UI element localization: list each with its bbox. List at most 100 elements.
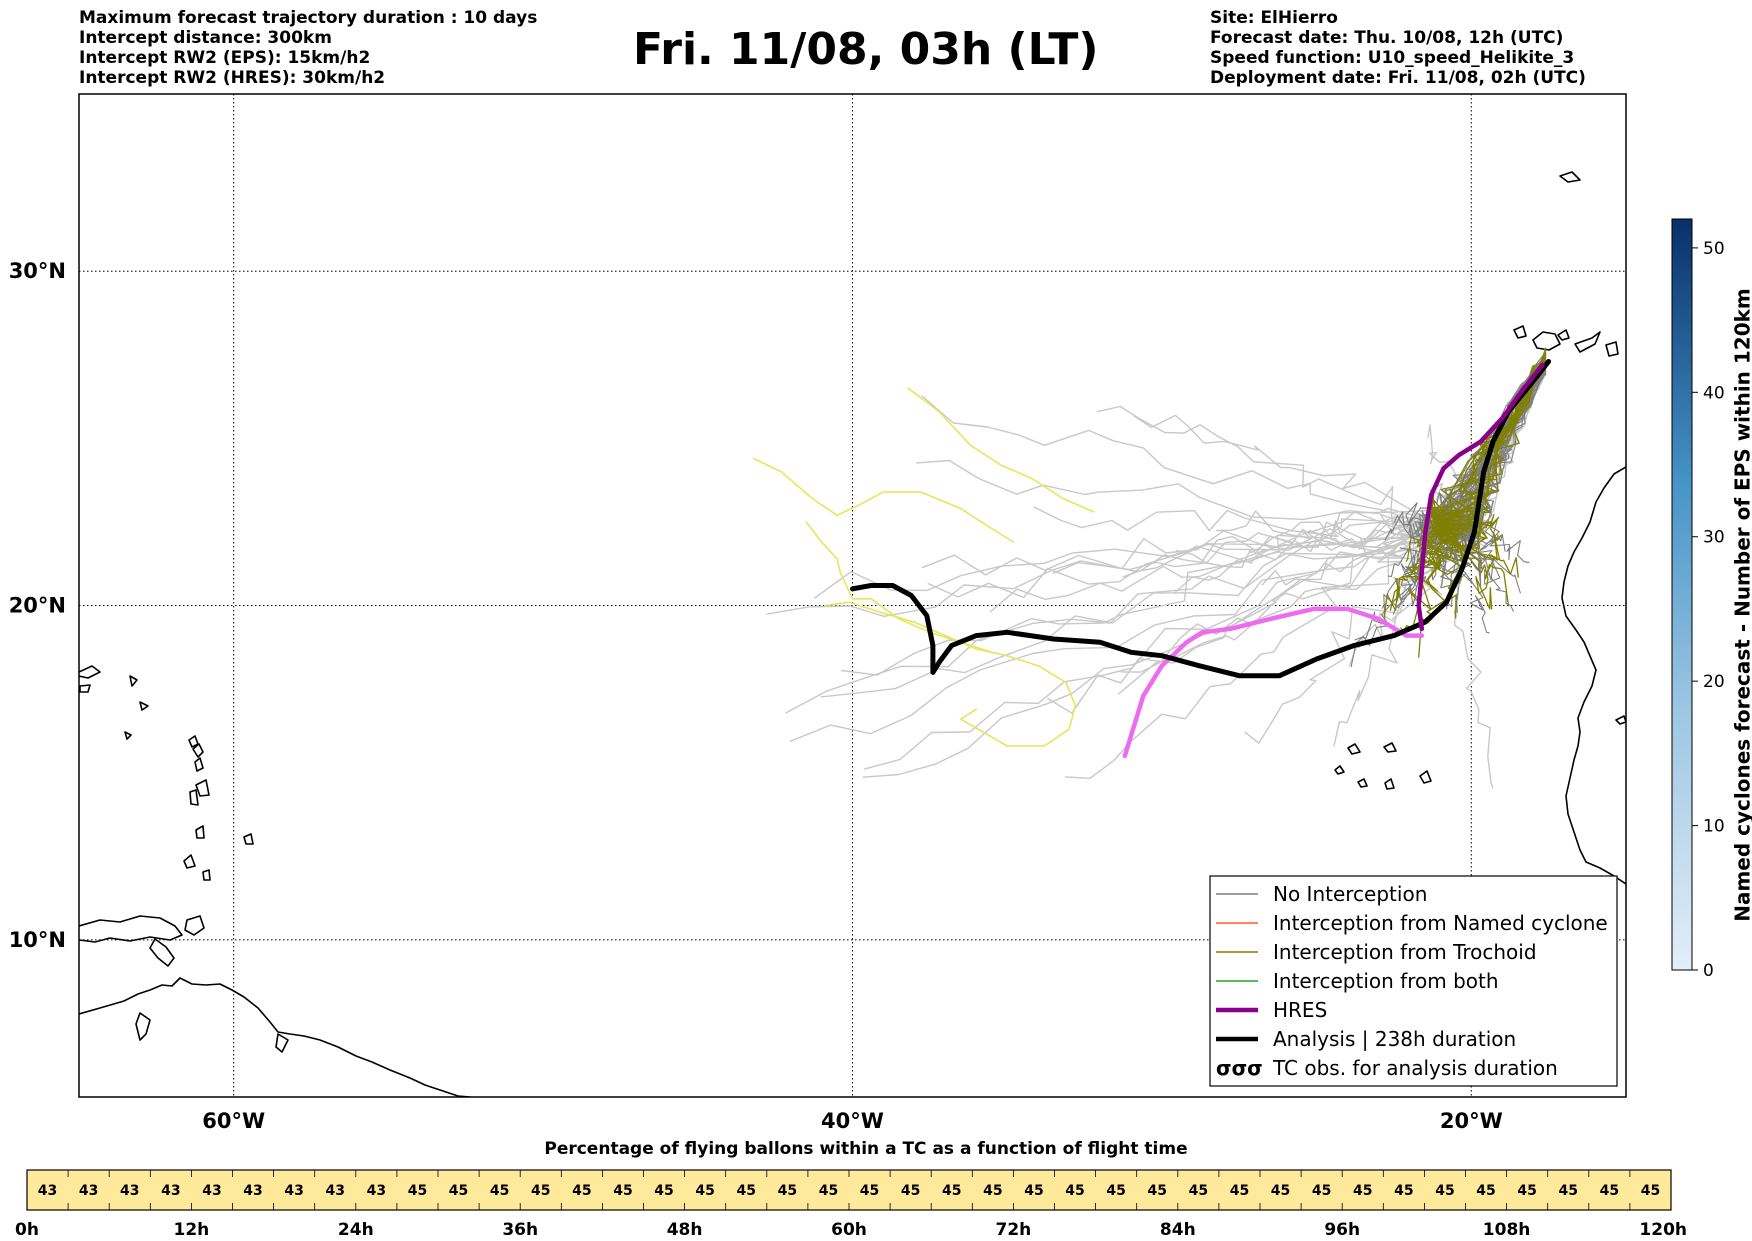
coastline bbox=[1559, 171, 1581, 183]
coastline bbox=[139, 701, 149, 711]
map-frame bbox=[78, 93, 1627, 1098]
coastline bbox=[1557, 329, 1570, 341]
timeline-value: 45 bbox=[1517, 1183, 1536, 1199]
timeline-value: 45 bbox=[1065, 1183, 1084, 1199]
coastline bbox=[79, 977, 471, 1097]
timeline-tick-label: 108h bbox=[1483, 1220, 1531, 1240]
coastline bbox=[135, 1012, 151, 1041]
ensemble-trajectories bbox=[766, 347, 1547, 789]
timeline-value: 45 bbox=[737, 1183, 756, 1199]
y-tick-label: 30°N bbox=[9, 259, 66, 283]
ensemble-trajectory bbox=[1429, 365, 1547, 607]
timeline-tick-label: 72h bbox=[996, 1220, 1032, 1240]
timeline-value: 45 bbox=[1230, 1183, 1249, 1199]
header-left-line: Intercept RW2 (HRES): 30km/h2 bbox=[79, 68, 386, 88]
coastline bbox=[1383, 742, 1397, 753]
coastline bbox=[1384, 778, 1395, 790]
coastline bbox=[192, 743, 204, 758]
timeline-value: 43 bbox=[284, 1183, 303, 1199]
coastline bbox=[1347, 743, 1361, 755]
coastline bbox=[1419, 770, 1432, 784]
legend-box bbox=[1209, 875, 1618, 1087]
timeline-value: 45 bbox=[1148, 1183, 1167, 1199]
timeline-value: 45 bbox=[1312, 1183, 1331, 1199]
colorbar-tick-label: 30 bbox=[1703, 528, 1725, 548]
colorbar-tick-label: 40 bbox=[1703, 383, 1725, 403]
yellow-trajectory bbox=[752, 457, 1015, 543]
y-tick-label: 20°N bbox=[9, 594, 66, 618]
coastline bbox=[79, 915, 183, 943]
legend-label: Interception from Trochoid bbox=[1273, 940, 1537, 964]
coastline bbox=[1574, 331, 1601, 353]
coastline bbox=[1615, 715, 1626, 725]
y-tick-label: 10°N bbox=[9, 928, 66, 952]
header-left-line: Intercept RW2 (EPS): 15km/h2 bbox=[79, 48, 371, 68]
timeline-tick-label: 96h bbox=[1324, 1220, 1360, 1240]
coastline bbox=[149, 938, 175, 967]
timeline-value: 45 bbox=[1600, 1183, 1619, 1199]
coastline bbox=[275, 1033, 289, 1053]
timeline-value: 45 bbox=[942, 1183, 961, 1199]
timeline-tick-label: 36h bbox=[502, 1220, 538, 1240]
timeline-value: 45 bbox=[1024, 1183, 1043, 1199]
header-left-line: Maximum forecast trajectory duration : 1… bbox=[79, 8, 538, 28]
timeline-value: 45 bbox=[531, 1183, 550, 1199]
colorbar-bar bbox=[1671, 218, 1693, 971]
page-title: Fri. 11/08, 03h (LT) bbox=[633, 24, 1099, 75]
colorbar-tick-label: 20 bbox=[1703, 672, 1725, 692]
coastline bbox=[124, 731, 132, 740]
coastline bbox=[1513, 325, 1527, 339]
timeline-value: 45 bbox=[572, 1183, 591, 1199]
timeline-value: 45 bbox=[490, 1183, 509, 1199]
timeline-value: 45 bbox=[1559, 1183, 1578, 1199]
coastline bbox=[194, 757, 204, 772]
timeline-value: 43 bbox=[367, 1183, 386, 1199]
timeline-value: 43 bbox=[243, 1183, 262, 1199]
coastline bbox=[183, 854, 196, 869]
ensemble-trajectory bbox=[1424, 352, 1547, 569]
coastline bbox=[188, 735, 199, 748]
timeline-value: 45 bbox=[901, 1183, 920, 1199]
colorbar-tick-label: 0 bbox=[1703, 961, 1714, 981]
timeline-value: 43 bbox=[326, 1183, 345, 1199]
timeline-value: 45 bbox=[1394, 1183, 1413, 1199]
x-tick-label: 20°W bbox=[1440, 1109, 1503, 1133]
timeline-tick-label: 12h bbox=[174, 1220, 210, 1240]
coastline bbox=[195, 779, 210, 797]
hres-trajectory bbox=[1416, 362, 1545, 632]
timeline-value: 43 bbox=[202, 1183, 221, 1199]
coastline bbox=[243, 833, 254, 845]
header-right-line: Deployment date: Fri. 11/08, 02h (UTC) bbox=[1210, 68, 1586, 88]
coastline bbox=[1532, 331, 1561, 351]
legend-label: Interception from Named cyclone bbox=[1273, 911, 1608, 935]
hres_light-trajectory bbox=[1122, 606, 1425, 759]
coastline bbox=[1357, 778, 1368, 788]
coastline bbox=[1561, 466, 1626, 885]
timeline-value: 45 bbox=[983, 1183, 1002, 1199]
header-right-line: Speed function: U10_speed_Helikite_3 bbox=[1210, 48, 1575, 68]
legend-symbol-icon: σσσ bbox=[1216, 1056, 1263, 1080]
timeline-tick-label: 48h bbox=[667, 1220, 703, 1240]
coastlines bbox=[79, 171, 1626, 1097]
coastline bbox=[202, 869, 211, 881]
timeline-tick-label: 0h bbox=[15, 1220, 39, 1240]
timeline-value: 43 bbox=[38, 1183, 57, 1199]
legend-label: No Interception bbox=[1273, 882, 1427, 906]
legend: No Interception Interception from Named c… bbox=[1209, 875, 1618, 1087]
header-left-line: Intercept distance: 300km bbox=[79, 28, 332, 48]
timeline-value: 45 bbox=[860, 1183, 879, 1199]
timeline-value: 45 bbox=[1435, 1183, 1454, 1199]
coastline bbox=[189, 789, 199, 806]
legend-label: Analysis | 238h duration bbox=[1273, 1027, 1516, 1051]
timeline-value: 43 bbox=[79, 1183, 98, 1199]
timeline-value: 45 bbox=[695, 1183, 714, 1199]
timeline-title: Percentage of flying ballons within a TC… bbox=[544, 1139, 1187, 1159]
timeline-value: 45 bbox=[1641, 1183, 1660, 1199]
colorbar-tick-label: 50 bbox=[1703, 239, 1725, 259]
legend-label: TC obs. for analysis duration bbox=[1272, 1056, 1558, 1080]
timeline-value: 45 bbox=[819, 1183, 838, 1199]
timeline-value: 45 bbox=[1106, 1183, 1125, 1199]
timeline-tick-label: 120h bbox=[1639, 1220, 1687, 1240]
colorbar-label: Named cyclones forecast - Number of EPS … bbox=[1731, 288, 1752, 922]
